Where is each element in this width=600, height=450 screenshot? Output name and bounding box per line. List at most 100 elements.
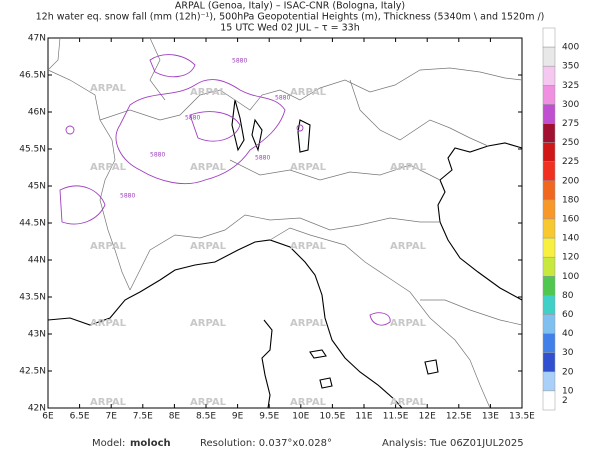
colorbar-label: 80 — [562, 291, 574, 301]
contour — [115, 79, 286, 185]
contour-label: 5880 — [185, 115, 200, 122]
watermark: ARPAL — [290, 397, 327, 408]
colorbar-label: 180 — [562, 195, 579, 205]
map: 5880 5880 5880 5880 5880 5880 ARPAL ARPAL… — [47, 37, 523, 409]
lon-label: 8E — [169, 412, 181, 422]
footer-resolution: Resolution: 0.037°x0.028° — [200, 438, 332, 449]
lat-label: 44N — [28, 256, 46, 266]
contour — [65, 125, 75, 135]
colorbar-label: 100 — [562, 272, 579, 282]
coastline — [47, 239, 403, 409]
colorbar-label: 275 — [562, 119, 579, 129]
watermark: ARPAL — [190, 241, 227, 252]
watermark: ARPAL — [190, 397, 227, 408]
colorbar-swatch — [542, 333, 556, 353]
footer-label: Model: — [92, 438, 125, 449]
colorbar-swatch — [542, 352, 556, 373]
lake — [297, 119, 311, 153]
lon-label: 13E — [482, 412, 499, 422]
watermark: ARPAL — [290, 87, 327, 98]
lat-label: 47N — [28, 34, 46, 44]
colorbar: 400 350 325 300 275 250 225 200 180 160 140 120 100 8… — [542, 27, 579, 411]
border — [47, 69, 131, 291]
lon-label: 6.5E — [70, 412, 90, 422]
border — [47, 37, 61, 71]
title-line: 15 UTC Wed 02 JUL – τ = 33h — [220, 23, 359, 34]
colorbar-swatch — [542, 371, 556, 392]
colorbar-label: 30 — [562, 348, 574, 358]
colorbar-label: 140 — [562, 234, 579, 244]
colorbar-label: 200 — [562, 176, 579, 186]
lon-label: 6E — [42, 412, 54, 422]
lat-label: 44.5N — [19, 219, 46, 229]
watermark: ARPAL — [90, 318, 127, 329]
lon-label: 11E — [355, 412, 372, 422]
colorbar-swatch — [542, 161, 556, 182]
contour — [189, 111, 241, 142]
colorbar-swatch — [542, 104, 556, 124]
lake — [251, 118, 263, 152]
elba — [309, 349, 327, 359]
watermark: ARPAL — [90, 397, 127, 408]
colorbar-swatch — [542, 390, 556, 411]
colorbar-label: 160 — [562, 215, 579, 225]
lat-label: 42.5N — [19, 367, 46, 377]
lon-label: 12E — [419, 412, 436, 422]
colorbar-swatch — [542, 256, 556, 277]
island — [424, 359, 439, 375]
colorbar-label: 40 — [562, 329, 574, 339]
colorbar-swatch — [542, 142, 556, 162]
region-border — [269, 227, 491, 409]
island — [319, 377, 333, 389]
lon-label: 9E — [232, 412, 244, 422]
lon-label: 11.5E — [383, 412, 409, 422]
map-frame — [47, 37, 523, 409]
contour-label: 5880 — [150, 152, 165, 159]
contour-label: 5880 — [120, 193, 135, 200]
lat-label: 46N — [28, 108, 46, 118]
lon-label: 7E — [105, 412, 117, 422]
contour — [149, 54, 196, 78]
corsica — [261, 319, 273, 409]
title-line: ARPAL (Genoa, Italy) – ISAC-CNR (Bologna… — [175, 1, 405, 12]
colorbar-swatch — [542, 314, 556, 334]
watermark: ARPAL — [90, 241, 127, 252]
lon-label: 10.5E — [320, 412, 346, 422]
title-line: 12h water eq. snow fall (mm (12h)⁻¹), 50… — [36, 12, 545, 23]
lat-label: 45N — [28, 182, 46, 192]
colorbar-swatch — [542, 180, 556, 201]
lon-label: 13.5E — [509, 412, 535, 422]
lat-label: 43N — [28, 330, 46, 340]
contour — [59, 185, 106, 225]
colorbar-label: 250 — [562, 138, 579, 148]
colorbar-swatch — [542, 27, 556, 48]
border — [99, 67, 523, 121]
colorbar-swatch — [542, 65, 556, 86]
watermark: ARPAL — [290, 241, 327, 252]
footer-model: moloch — [130, 438, 171, 449]
region-border — [229, 159, 441, 181]
colorbar-label: 300 — [562, 100, 579, 110]
lat-label: 43.5N — [19, 293, 46, 303]
colorbar-label: 400 — [562, 43, 579, 53]
watermark: ARPAL — [290, 162, 327, 173]
colorbar-swatch — [542, 123, 556, 143]
watermark: ARPAL — [190, 162, 227, 173]
colorbar-swatch — [542, 218, 556, 239]
region-border — [129, 214, 440, 291]
colorbar-label: 60 — [562, 310, 574, 320]
colorbar-swatch — [542, 85, 556, 105]
lat-label: 42N — [28, 404, 46, 414]
colorbar-swatch — [542, 237, 556, 258]
contour — [369, 312, 391, 326]
lon-label: 10E — [292, 412, 309, 422]
watermark: ARPAL — [390, 397, 427, 408]
colorbar-label: 325 — [562, 81, 579, 91]
colorbar-swatch — [542, 199, 556, 220]
watermark: ARPAL — [190, 87, 227, 98]
colorbar-label: 350 — [562, 62, 579, 72]
watermark: ARPAL — [90, 83, 127, 94]
lon-label: 12.5E — [446, 412, 472, 422]
region-border — [349, 79, 489, 147]
